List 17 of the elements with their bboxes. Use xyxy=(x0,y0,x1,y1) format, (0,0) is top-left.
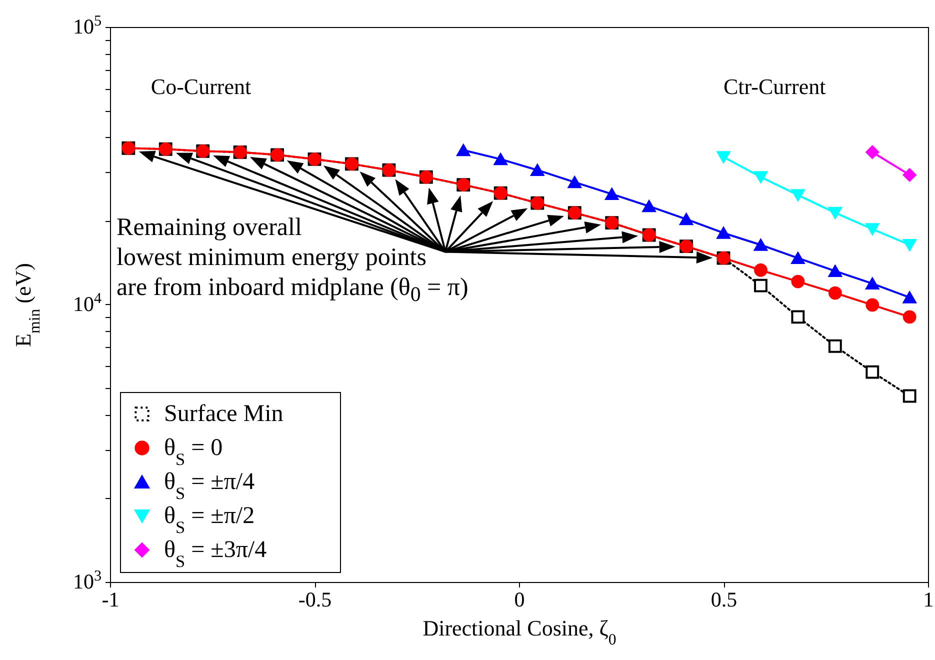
y-tick-label: 10$^{3}$ xyxy=(72,568,102,594)
x-tick-label: 1 xyxy=(923,588,934,612)
x-tick-label: -1 xyxy=(102,588,120,612)
legend-label: θ$_{S}$ = ±π/4 xyxy=(164,469,255,502)
annotation: Co-Current xyxy=(150,74,252,101)
legend-label: θ$_{S}$ = 0 xyxy=(164,435,223,468)
x-tick-label: -0.5 xyxy=(298,588,332,612)
x-axis-title: Directional Cosine, ζ$_{0}$ xyxy=(422,616,616,648)
y-tick-label: 10$^{4}$ xyxy=(72,291,102,316)
annotation: Remaining overall lowest minimum energy points are from inboard midplane (θ$_{0}$ = π) xyxy=(116,212,468,307)
legend-label: θ$_{S}$ = ±3π/4 xyxy=(164,537,267,570)
legend-label: θ$_{S}$ = ±π/2 xyxy=(164,503,255,536)
legend-label: Surface Min xyxy=(164,401,284,427)
x-tick-label: 0.5 xyxy=(710,588,738,612)
y-tick-label: 10$^{5}$ xyxy=(72,14,102,38)
annotation: Ctr-Current xyxy=(724,74,826,101)
x-tick-label: 0 xyxy=(514,588,525,612)
